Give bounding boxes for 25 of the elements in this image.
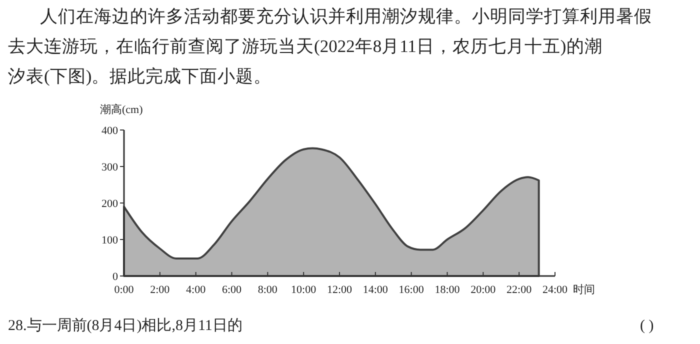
text: ( ) [640, 318, 654, 334]
x-tick-label: 10:00 [291, 284, 317, 296]
y-tick-label: 0 [112, 271, 118, 283]
x-tick-label: 0:00 [114, 284, 134, 296]
x-tick-label: 16:00 [398, 284, 424, 296]
x-tick-label: 14:00 [362, 284, 388, 296]
x-tick-label: 18:00 [434, 284, 460, 296]
x-tick-label: 20:00 [470, 284, 496, 296]
text: 28.与一周前(8月4日)相比,8月11日的 [8, 317, 242, 334]
x-tick-label: 22:00 [506, 284, 532, 296]
x-axis-title: 时间 [573, 283, 595, 296]
text: 去大连游玩，在临行前查阅了游玩当天(2022年8月11日，农历七月十五)的潮 [8, 36, 602, 56]
x-tick-label: 6:00 [222, 284, 242, 296]
y-tick-label: 400 [102, 125, 118, 137]
y-tick-label: 200 [102, 198, 118, 210]
x-tick-label: 24:00 [542, 284, 568, 296]
text: 汐表(下图)。据此完成下面小题。 [8, 66, 272, 86]
x-tick-label: 8:00 [258, 284, 278, 296]
y-tick-label: 300 [102, 162, 118, 174]
y-tick-label: 100 [102, 234, 118, 246]
y-axis-title: 潮高(cm) [100, 103, 144, 116]
text: 人们在海边的许多活动都要充分认识并利用潮汐规律。小明同学打算利用暑假 [40, 6, 652, 26]
x-tick-label: 2:00 [150, 284, 170, 296]
x-tick-label: 4:00 [186, 284, 206, 296]
x-tick-label: 12:00 [326, 284, 353, 296]
